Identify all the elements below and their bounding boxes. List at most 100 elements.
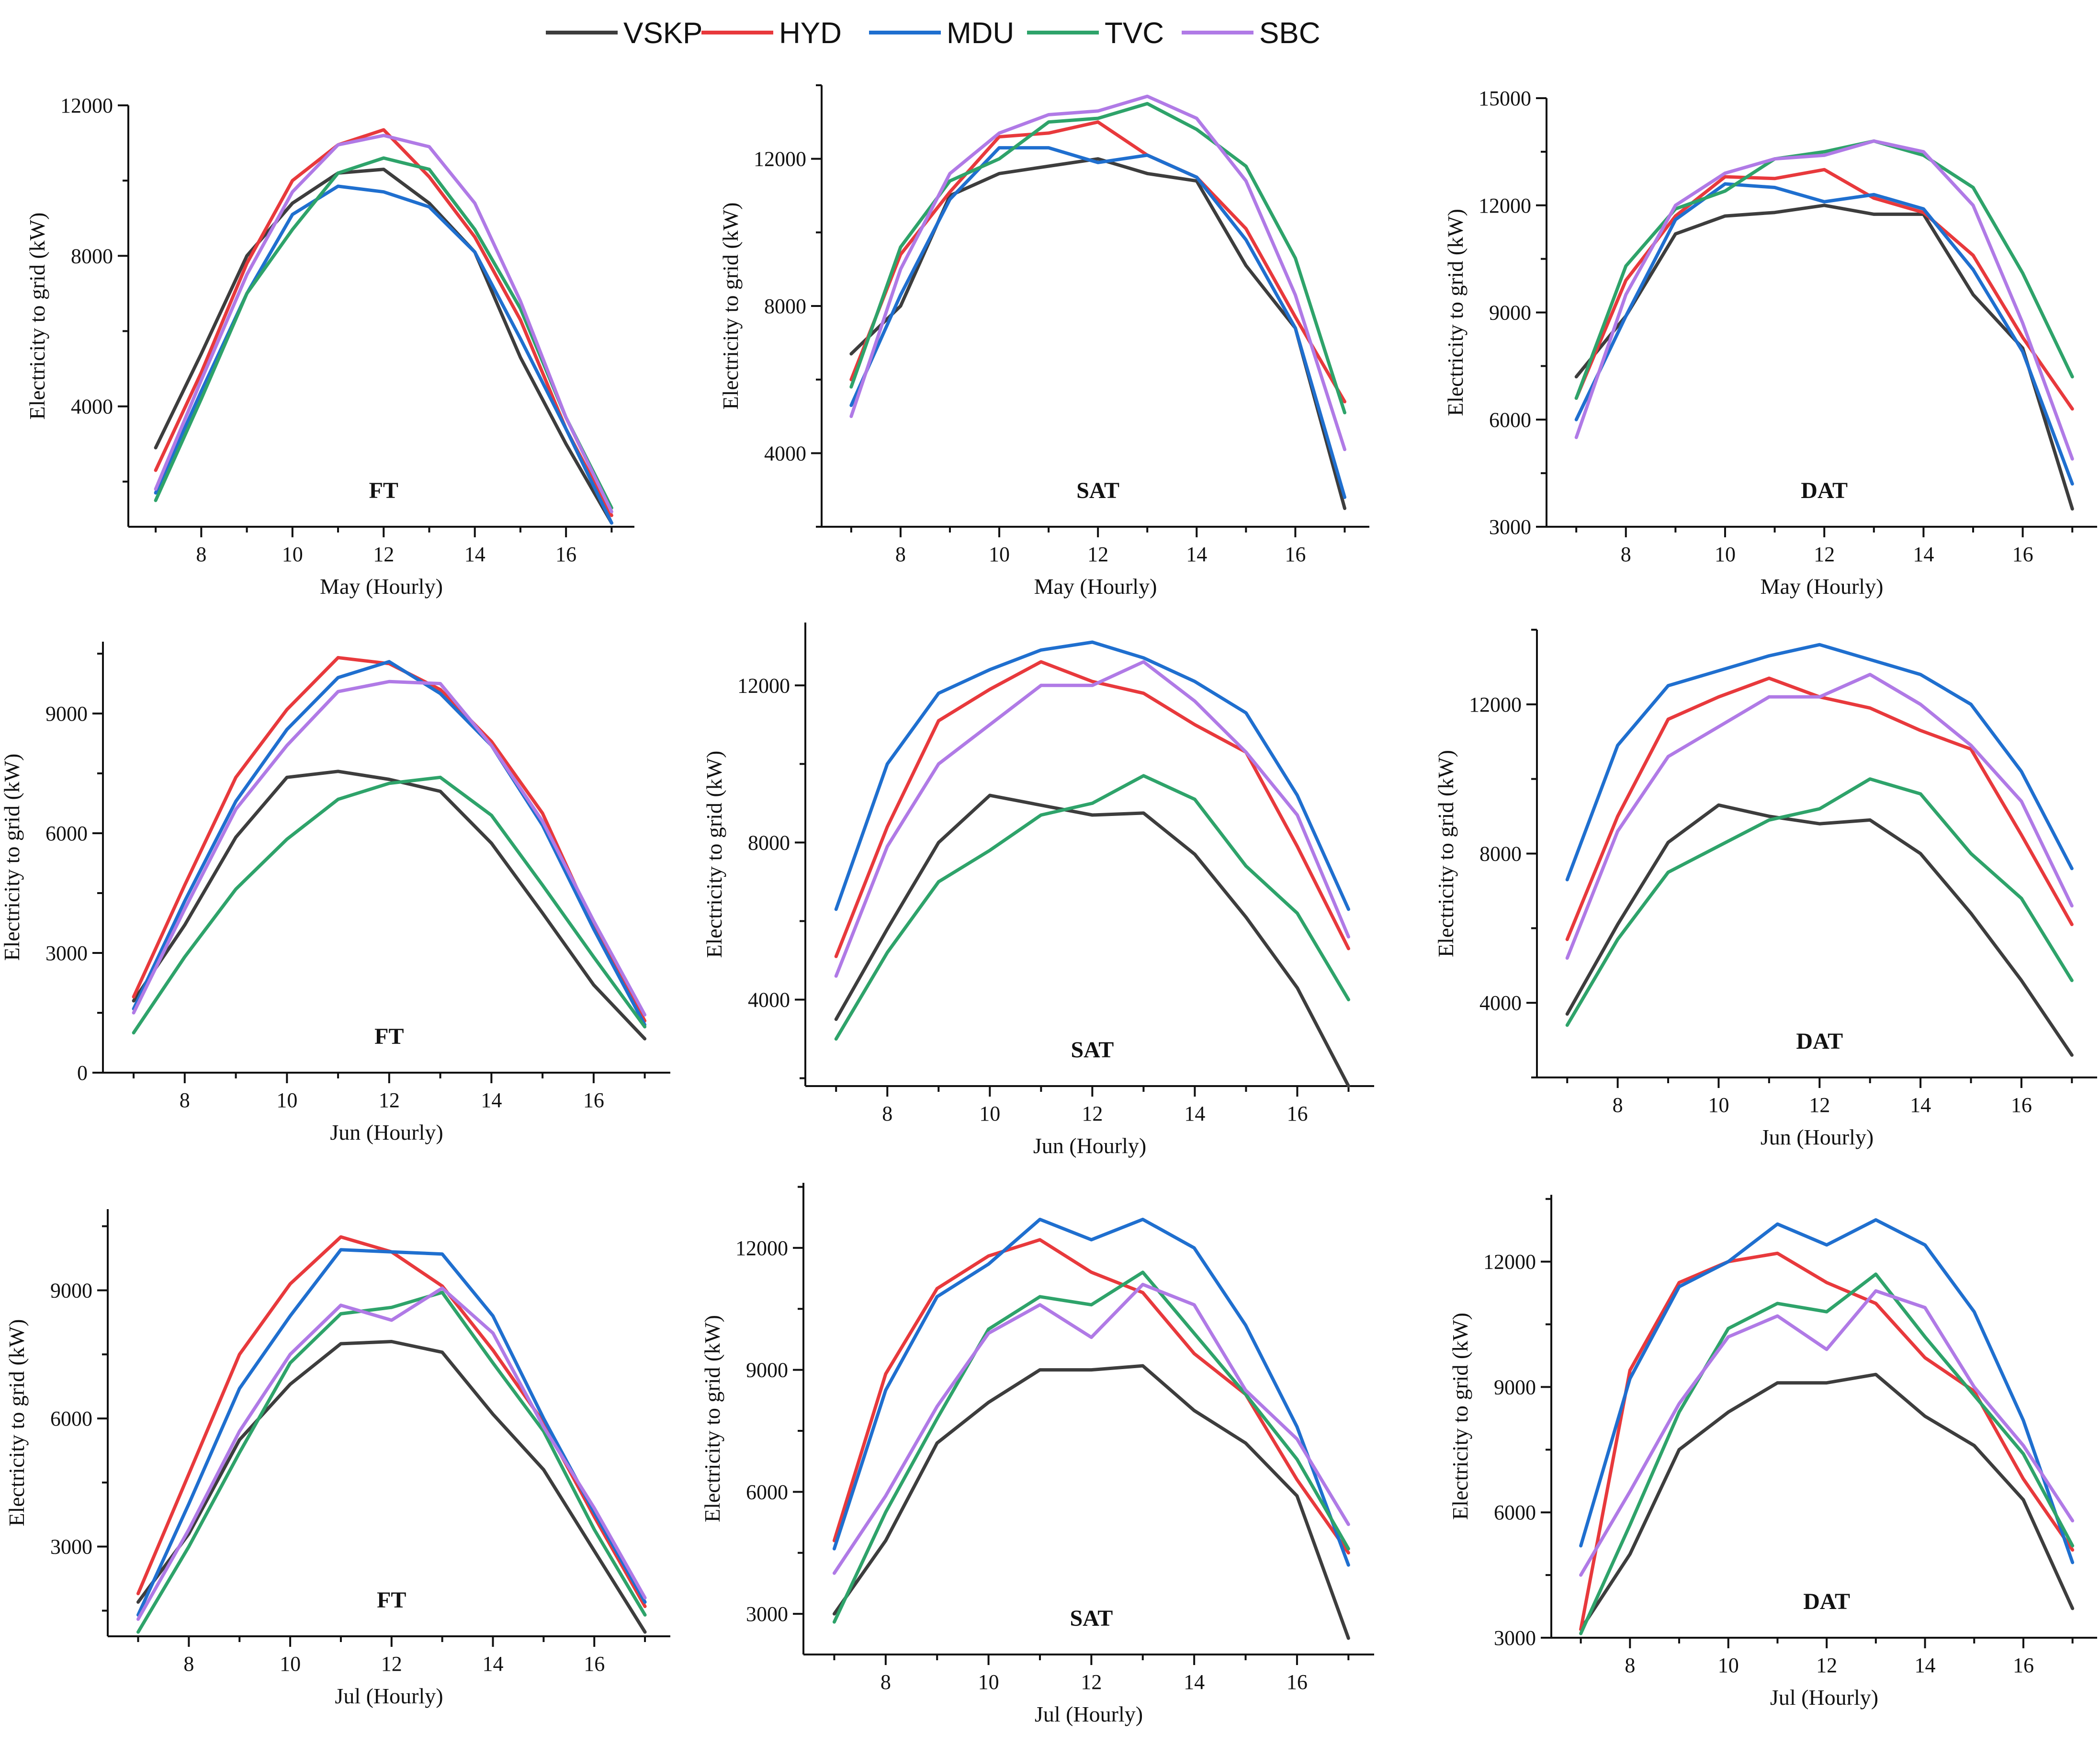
x-tick-label: 14	[1184, 1102, 1205, 1125]
y-tick-label: 4000	[764, 442, 806, 465]
series-line-vskp	[1579, 1372, 2075, 1631]
chart-grid: 4000 8000 12000 8 10 12 14 16 May (Hourly) Electr…	[0, 84, 2097, 1726]
x-tick-label: 14	[1913, 543, 1934, 566]
series-line-mdu	[1574, 182, 2074, 486]
x-tick-label: 8	[881, 1670, 891, 1694]
x-tick-label: 14	[1186, 543, 1207, 566]
series-line-vskp	[1565, 803, 2074, 1057]
panel-title: SAT	[1070, 1606, 1113, 1631]
y-tick-label: 3000	[746, 1602, 788, 1626]
series-line-vskp	[154, 168, 613, 525]
series-line-vskp	[1574, 204, 2074, 511]
series-line-sbc	[1565, 673, 2074, 960]
y-tick-label: 3000	[1494, 1626, 1536, 1650]
x-axis-label: Jul (Hourly)	[1035, 1702, 1143, 1726]
x-tick-label: 10	[1718, 1654, 1739, 1677]
chart-panel-dat-jun: 4000 8000 12000 8 10 12 14 16 Jun (Hourly) Electr…	[1434, 629, 2097, 1149]
series-line-hyd	[136, 1235, 647, 1609]
x-tick-label: 16	[1287, 1670, 1308, 1694]
y-tick-label: 12000	[735, 1236, 788, 1260]
x-axis-label: Jul (Hourly)	[335, 1684, 443, 1708]
series-line-sbc	[136, 1286, 647, 1621]
x-tick-label: 14	[481, 1088, 502, 1112]
y-axis-label: Electricity to grid (kW)	[718, 202, 743, 409]
x-tick-label: 16	[583, 1088, 604, 1112]
legend-label: HYD	[779, 17, 842, 50]
series-line-mdu	[849, 146, 1346, 499]
x-tick-label: 12	[1814, 543, 1835, 566]
y-tick-label: 0	[77, 1061, 88, 1085]
legend-label: MDU	[947, 17, 1014, 50]
series-line-vskp	[132, 770, 647, 1041]
legend-item-tvc: TVC	[1027, 17, 1164, 50]
series-line-sbc	[132, 680, 647, 1017]
x-tick-label: 10	[282, 543, 303, 566]
x-tick-label: 16	[2012, 543, 2033, 566]
panel-title: FT	[377, 1587, 406, 1613]
y-tick-label: 8000	[748, 831, 790, 854]
chart-panel-sat-may: 4000 8000 12000 8 10 12 14 16 May (Hourly) Electr…	[718, 84, 1369, 599]
series-line-sbc	[832, 1282, 1350, 1575]
y-tick-label: 6000	[746, 1480, 788, 1504]
series-line-hyd	[832, 1238, 1350, 1555]
series-line-sbc	[1579, 1289, 2075, 1577]
panel-title: DAT	[1796, 1029, 1843, 1054]
legend-item-sbc: SBC	[1182, 17, 1320, 50]
chart-panel-ft-jul: 3000 6000 9000 8 10 12 14 16 Jul (Hourly) Electri…	[4, 1209, 670, 1708]
x-axis-label: May (Hourly)	[320, 574, 443, 599]
x-tick-label: 12	[1082, 1102, 1103, 1125]
series-line-sbc	[849, 94, 1346, 452]
y-tick-label: 8000	[764, 295, 806, 318]
chart-panel-sat-jun: 4000 8000 12000 8 10 12 14 16 Jun (Hourly) Electr…	[702, 623, 1374, 1158]
legend: VSKP HYD MDU TVC SBC	[546, 17, 1320, 50]
chart-panel-dat-jul: 3000 6000 9000 12000 8 10 12 14 16 Jul (Hourly) El…	[1448, 1195, 2097, 1710]
y-tick-label: 15000	[1479, 87, 1531, 110]
y-tick-label: 12000	[60, 94, 113, 117]
y-axis-label: Electricity to grid (kW)	[702, 750, 726, 958]
series-line-mdu	[834, 640, 1350, 911]
x-tick-label: 10	[276, 1088, 297, 1112]
x-tick-label: 8	[882, 1102, 892, 1125]
x-tick-label: 10	[989, 543, 1010, 566]
y-tick-label: 3000	[1489, 515, 1531, 539]
x-tick-label: 10	[1708, 1093, 1729, 1117]
panel-title: SAT	[1071, 1037, 1114, 1063]
y-tick-label: 4000	[1479, 991, 1522, 1015]
y-tick-label: 8000	[1479, 842, 1522, 866]
series-line-mdu	[154, 184, 613, 525]
x-axis-label: Jul (Hourly)	[1770, 1685, 1878, 1710]
x-tick-label: 12	[1081, 1670, 1102, 1694]
x-tick-label: 12	[1087, 543, 1108, 566]
x-tick-label: 14	[1184, 1670, 1205, 1694]
y-tick-label: 9000	[45, 702, 88, 725]
panel-title: SAT	[1076, 478, 1119, 503]
x-axis-label: Jun (Hourly)	[1761, 1125, 1874, 1149]
x-tick-label: 16	[2013, 1654, 2034, 1677]
x-tick-label: 8	[180, 1088, 190, 1112]
series-line-hyd	[132, 656, 647, 1023]
x-tick-label: 12	[1816, 1654, 1837, 1677]
x-tick-label: 8	[1613, 1093, 1623, 1117]
legend-item-mdu: MDU	[869, 17, 1014, 50]
y-tick-label: 12000	[1469, 693, 1522, 716]
series-line-tvc	[834, 774, 1350, 1041]
y-axis-label: Electricity to grid (kW)	[0, 753, 24, 961]
chart-panel-sat-jul: 3000 6000 9000 12000 8 10 12 14 16 Jul (Hourly) El…	[700, 1183, 1374, 1726]
series-line-sbc	[834, 660, 1350, 978]
y-tick-label: 6000	[45, 822, 88, 845]
x-tick-label: 16	[2011, 1093, 2032, 1117]
x-tick-label: 16	[1285, 543, 1306, 566]
y-tick-label: 6000	[1494, 1501, 1536, 1524]
x-tick-label: 12	[1809, 1093, 1830, 1117]
y-tick-label: 6000	[50, 1407, 92, 1430]
series-line-vskp	[834, 793, 1350, 1088]
x-tick-label: 8	[1621, 543, 1631, 566]
series-line-tvc	[154, 156, 613, 510]
x-tick-label: 8	[196, 543, 206, 566]
series-line-hyd	[849, 120, 1346, 404]
series-line-sbc	[1574, 139, 2074, 461]
x-tick-label: 14	[1910, 1093, 1931, 1117]
chart-panel-ft-jun: 0 3000 6000 9000 8 10 12 14 16 Jun (Hourly) Electr…	[0, 642, 670, 1144]
y-tick-label: 12000	[754, 147, 806, 171]
